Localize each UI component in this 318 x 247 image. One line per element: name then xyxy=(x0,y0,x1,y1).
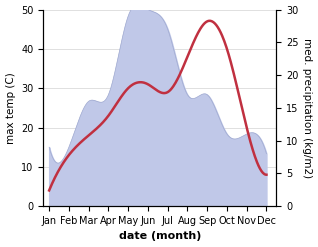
Y-axis label: med. precipitation (kg/m2): med. precipitation (kg/m2) xyxy=(302,38,313,178)
X-axis label: date (month): date (month) xyxy=(119,231,201,242)
Y-axis label: max temp (C): max temp (C) xyxy=(5,72,16,144)
